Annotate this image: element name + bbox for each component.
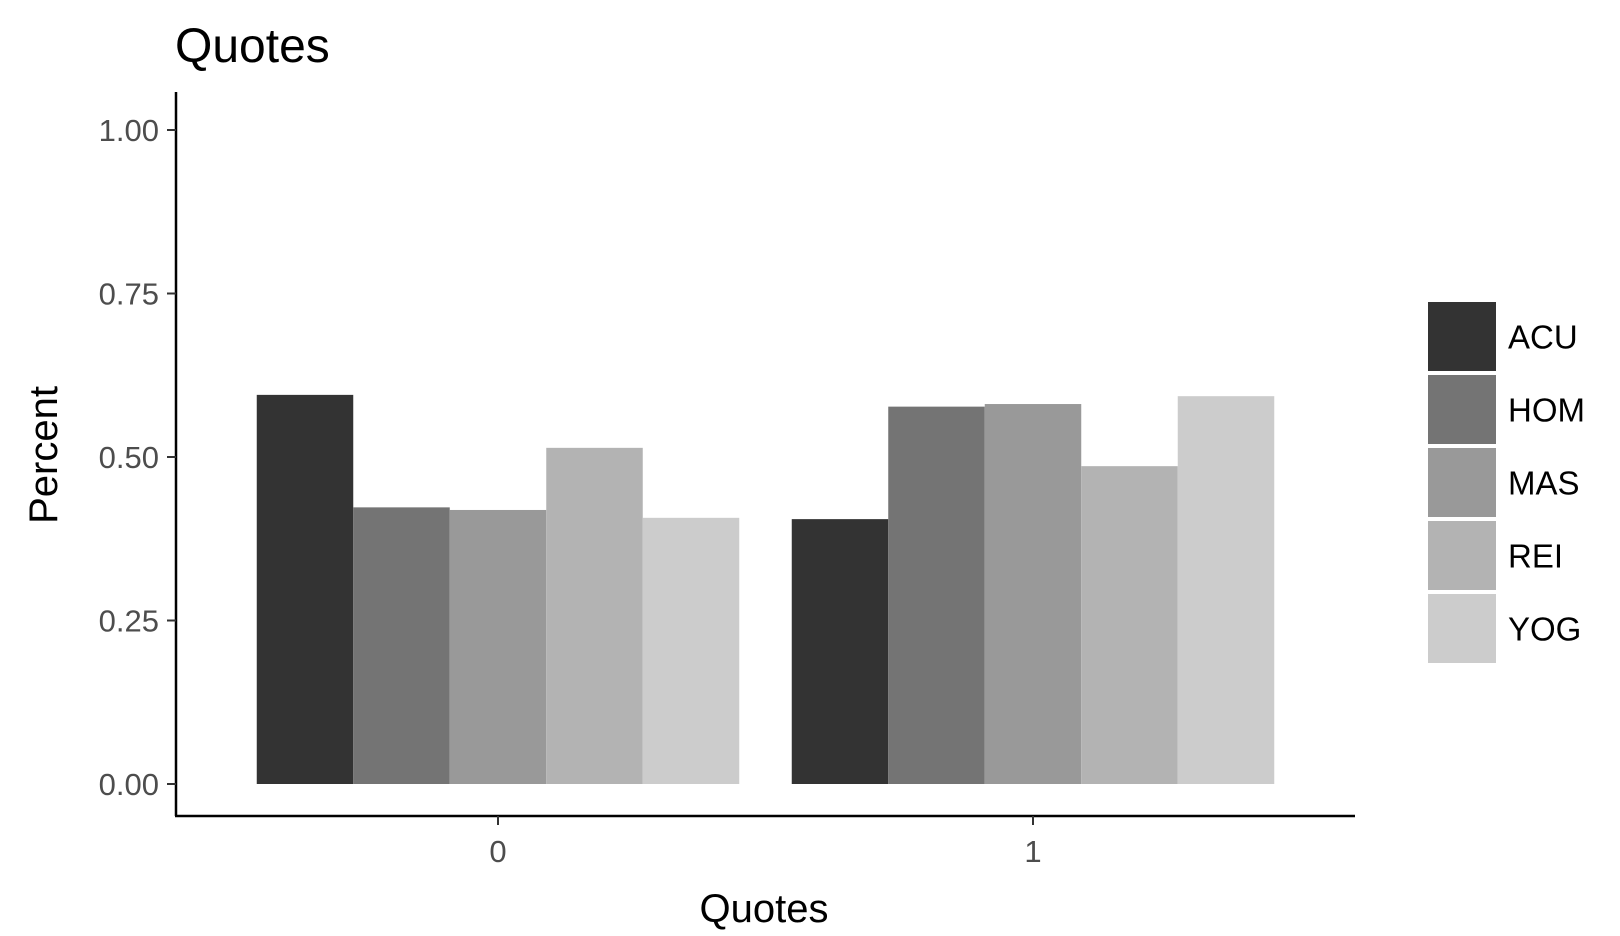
legend-label-yog: YOG — [1508, 611, 1581, 648]
legend-key-acu — [1428, 302, 1496, 371]
legend-key-yog — [1428, 594, 1496, 663]
y-tick-label: 1.00 — [99, 113, 159, 148]
x-tick-label: 0 — [489, 834, 506, 869]
bar-yog-0 — [642, 517, 740, 784]
bar-mas-0 — [449, 509, 547, 784]
chart-title: Quotes — [175, 20, 330, 73]
legend-label-mas: MAS — [1508, 465, 1580, 502]
y-tick-label: 0.00 — [99, 767, 159, 802]
bar-mas-1 — [984, 404, 1082, 784]
bars-layer — [256, 394, 1275, 784]
bar-yog-1 — [1177, 396, 1275, 784]
axes-layer: 0.00 0.25 0.50 0.75 1.00 0 1 — [99, 92, 1355, 869]
legend-key-rei — [1428, 521, 1496, 590]
bar-rei-0 — [546, 447, 643, 784]
bar-rei-1 — [1081, 466, 1178, 784]
x-tick-label: 1 — [1024, 834, 1041, 869]
x-axis-title: Quotes — [700, 887, 829, 931]
y-tick-label: 0.50 — [99, 440, 159, 475]
y-tick-label: 0.25 — [99, 604, 159, 639]
legend-label-hom: HOM — [1508, 392, 1585, 429]
bar-hom-1 — [888, 406, 985, 784]
legend-key-mas — [1428, 448, 1496, 517]
bar-hom-0 — [353, 507, 450, 784]
legend-key-hom — [1428, 375, 1496, 444]
y-tick-label: 0.75 — [99, 277, 159, 312]
legend: ACU HOM MAS REI YOG — [1428, 302, 1585, 663]
y-axis-title: Percent — [22, 386, 66, 524]
bar-acu-0 — [256, 394, 354, 784]
legend-label-acu: ACU — [1508, 319, 1578, 356]
legend-label-rei: REI — [1508, 538, 1563, 575]
bar-acu-1 — [791, 519, 889, 784]
